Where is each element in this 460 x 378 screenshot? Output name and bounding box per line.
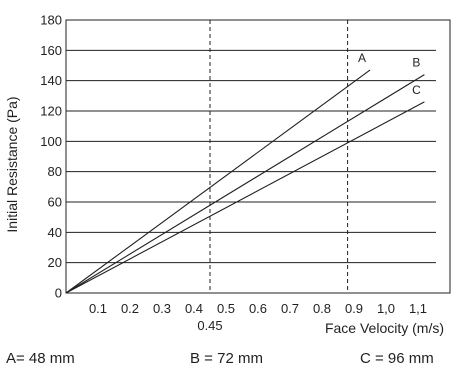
x-tick-label-0-4: 0.4 <box>185 301 203 316</box>
legend-item-a: A= 48 mm <box>6 350 75 367</box>
axis-titles: Face Velocity (m/s) Initial Resistance (P… <box>4 96 444 336</box>
legend-item-c: C = 96 mm <box>360 350 434 367</box>
legend-item-b: B = 72 mm <box>190 350 263 367</box>
plot-frame <box>65 19 451 294</box>
series-label-b: B <box>412 56 420 70</box>
y-tick-label-80: 80 <box>48 164 62 179</box>
x-axis-title: Face Velocity (m/s) <box>325 320 444 336</box>
series-line-c <box>65 101 425 294</box>
y-tick-label-120: 120 <box>40 104 62 119</box>
x-tick-label-1: 1,0 <box>377 301 395 316</box>
y-tick-label-60: 60 <box>48 195 62 210</box>
x-tick-label-0-6: 0.6 <box>249 301 267 316</box>
chart: A BC 0 20 40 60 80 100 120 140 160 180 0.1 0.2 0.3 0.4… <box>4 13 451 336</box>
reference-lines <box>209 20 349 293</box>
series-line-b <box>65 74 425 294</box>
y-tick-label-0: 0 <box>55 286 62 301</box>
y-tick-label-180: 180 <box>40 13 62 28</box>
x-tick-label-0-2: 0.2 <box>121 301 139 316</box>
grid-lines <box>66 49 436 264</box>
x-tick-label-0-1: 0.1 <box>89 301 107 316</box>
y-tick-label-20: 20 <box>48 255 62 270</box>
x-tick-label-0-3: 0.3 <box>153 301 171 316</box>
series-label-a: A <box>358 51 366 65</box>
tick-labels: 0 20 40 60 80 100 120 140 160 180 0.1 0.2 0.3 0.4 0.5 0… <box>40 13 427 334</box>
x-tick-label-0-8: 0.8 <box>313 301 331 316</box>
x-tick-label-0-5: 0.5 <box>217 301 235 316</box>
x-tick-label-0-9: 0.9 <box>345 301 363 316</box>
y-axis-title: Initial Resistance (Pa) <box>4 96 20 232</box>
series-label-c: C <box>412 83 421 97</box>
y-tick-label-40: 40 <box>48 225 62 240</box>
y-tick-label-160: 160 <box>40 43 62 58</box>
legend: A= 48 mm B = 72 mm C = 96 mm <box>0 344 460 374</box>
x-tick-label-1-1: 1,1 <box>409 301 427 316</box>
series-lines: A BC <box>65 51 425 294</box>
y-tick-label-140: 140 <box>40 73 62 88</box>
series-line-a <box>65 69 371 294</box>
reference-line-label-1: 0.45 <box>197 318 222 333</box>
x-tick-label-0-7: 0.7 <box>281 301 299 316</box>
y-tick-label-100: 100 <box>40 134 62 149</box>
